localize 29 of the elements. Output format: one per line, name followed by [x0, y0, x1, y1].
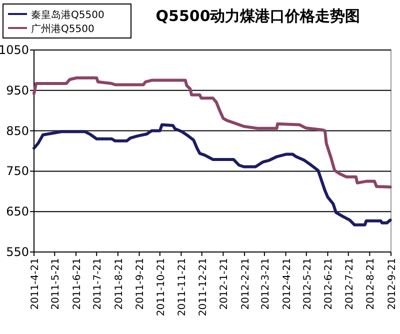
x-tick-label: 2011-7-21	[92, 258, 104, 310]
x-tick-label: 2012-3-21	[260, 258, 272, 310]
x-tick-label: 2012-8-21	[366, 258, 377, 310]
line-series	[32, 123, 392, 226]
y-tick-label: 750	[6, 164, 29, 178]
x-tick-label: 2012-7-21	[344, 258, 356, 310]
x-tick-label: 2011-5-21	[50, 258, 62, 310]
y-tick-label: 850	[6, 124, 29, 138]
x-tick-label: 2012-2-21	[240, 258, 252, 310]
legend-label: 广州港Q5500	[31, 23, 94, 35]
legend-label: 秦皇岛港Q5500	[31, 9, 104, 21]
line-series	[32, 76, 392, 188]
x-tick-label: 2012-1-21	[219, 258, 230, 310]
y-tick-label: 650	[6, 204, 29, 219]
y-tick-label: 950	[6, 83, 29, 98]
x-tick-label: 2011-10-21	[156, 258, 167, 316]
x-tick-label: 2012-4-21	[282, 258, 293, 310]
y-tick-label: 550	[6, 245, 29, 259]
x-tick-label: 2011-8-21	[114, 258, 125, 310]
x-tick-label: 2011-6-21	[72, 258, 83, 310]
x-tick-label: 2011-11-21	[177, 258, 188, 316]
x-tick-label: 2012-6-21	[324, 258, 335, 310]
x-tick-label: 2012-5-21	[302, 258, 314, 310]
x-tick-label: 2011-9-21	[135, 258, 146, 310]
x-tick-label: 2011-12-21	[198, 258, 209, 316]
chart-title: Q5500动力煤港口价格走势图	[156, 7, 360, 25]
y-tick-label: 1050	[0, 43, 29, 57]
x-tick-label: 2012-9-21	[387, 258, 398, 310]
x-tick-label: 2011-4-21	[30, 258, 41, 310]
